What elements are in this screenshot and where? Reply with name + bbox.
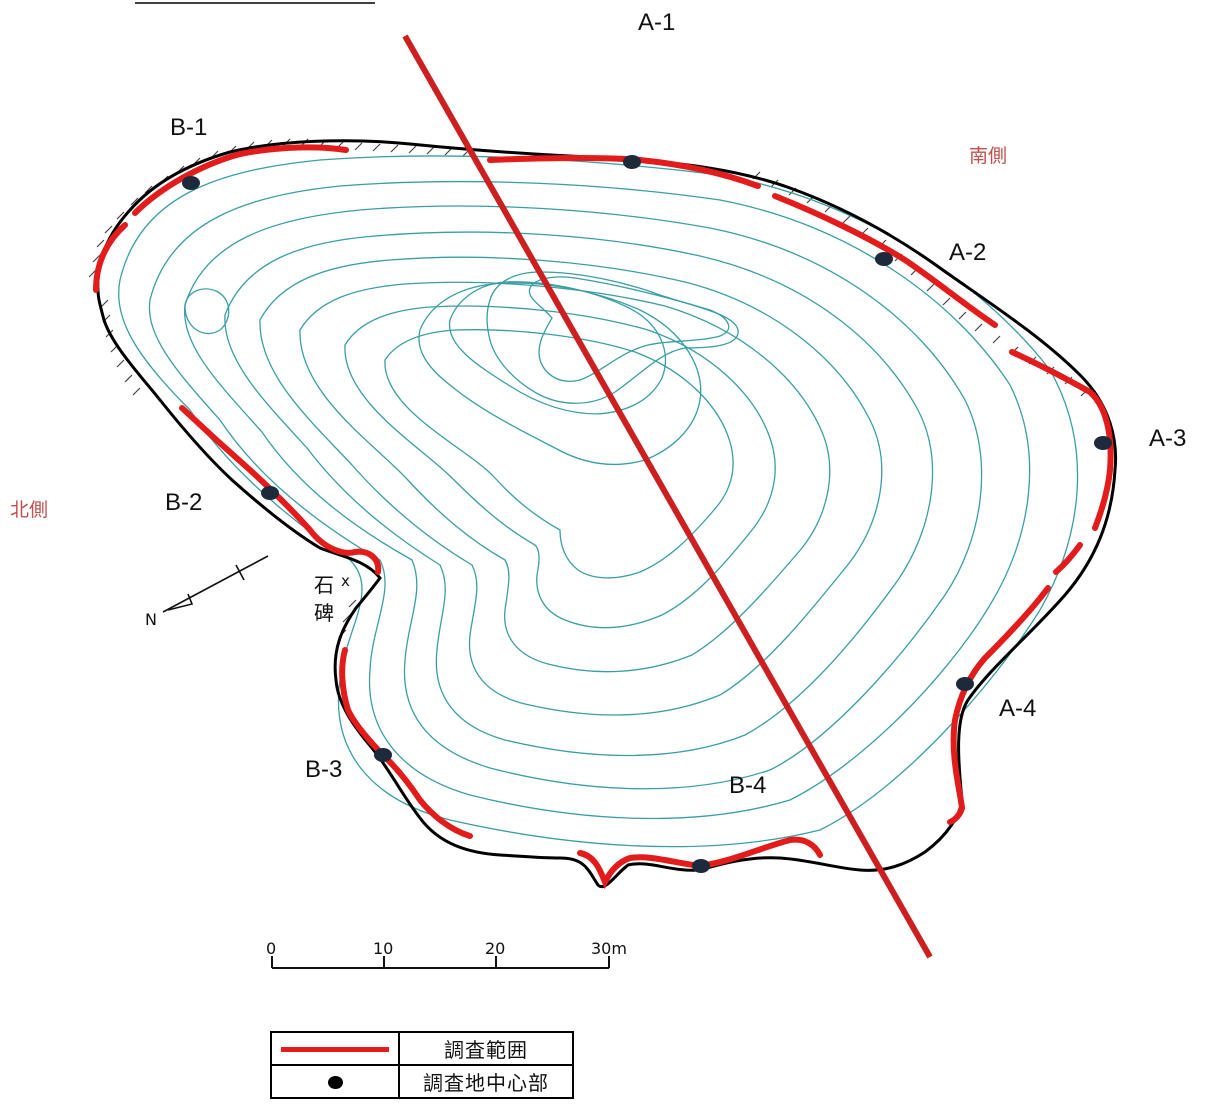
legend-label-survey-center: 調査地中心部 — [398, 1064, 574, 1099]
black-dot-icon — [327, 1076, 343, 1089]
red-line-icon — [281, 1047, 389, 1052]
legend-symbol-dot — [270, 1064, 400, 1099]
center-point-a2 — [875, 252, 893, 266]
label-a3: A-3 — [1149, 425, 1186, 452]
stone-monument-char1: 石 — [314, 573, 334, 597]
center-point-b4 — [692, 859, 710, 873]
scale-tick-10: 10 — [373, 939, 393, 958]
label-b2: B-2 — [165, 489, 202, 516]
label-a2: A-2 — [949, 239, 986, 266]
contour-lines — [118, 155, 1079, 848]
scale-tick-20: 20 — [485, 939, 505, 958]
south-side-label: 南側 — [969, 145, 1007, 167]
legend-symbol-red-line — [270, 1031, 400, 1066]
label-a4: A-4 — [999, 695, 1036, 722]
scale-tick-30m: 30m — [591, 939, 627, 958]
section-line-a1 — [402, 34, 933, 959]
center-point-a4 — [956, 677, 974, 691]
legend: 調査範囲 調査地中心部 — [270, 1031, 574, 1099]
center-point-a1 — [623, 155, 641, 169]
survey-center-points — [182, 155, 1112, 873]
label-b4: B-4 — [729, 772, 766, 799]
north-arrow-label: N — [145, 610, 157, 629]
label-b1: B-1 — [170, 114, 207, 141]
stone-monument-char2: 碑 — [314, 601, 334, 625]
scale-bar — [271, 956, 610, 969]
label-b3: B-3 — [305, 756, 342, 783]
legend-label-survey-range: 調査範囲 — [398, 1031, 574, 1066]
slope-hatching — [88, 138, 1089, 638]
center-point-a3 — [1094, 436, 1112, 450]
label-a1: A-1 — [638, 9, 675, 36]
north-arrow-icon — [162, 555, 269, 613]
legend-row-survey-center: 調査地中心部 — [270, 1064, 574, 1099]
north-side-label: 北側 — [10, 499, 48, 521]
scale-tick-0: 0 — [266, 939, 276, 958]
center-point-b2 — [261, 486, 279, 500]
center-point-b3 — [374, 748, 392, 762]
legend-row-survey-range: 調査範囲 — [270, 1031, 574, 1066]
stone-monument-mark: x — [341, 572, 350, 590]
center-point-b1 — [182, 176, 200, 190]
